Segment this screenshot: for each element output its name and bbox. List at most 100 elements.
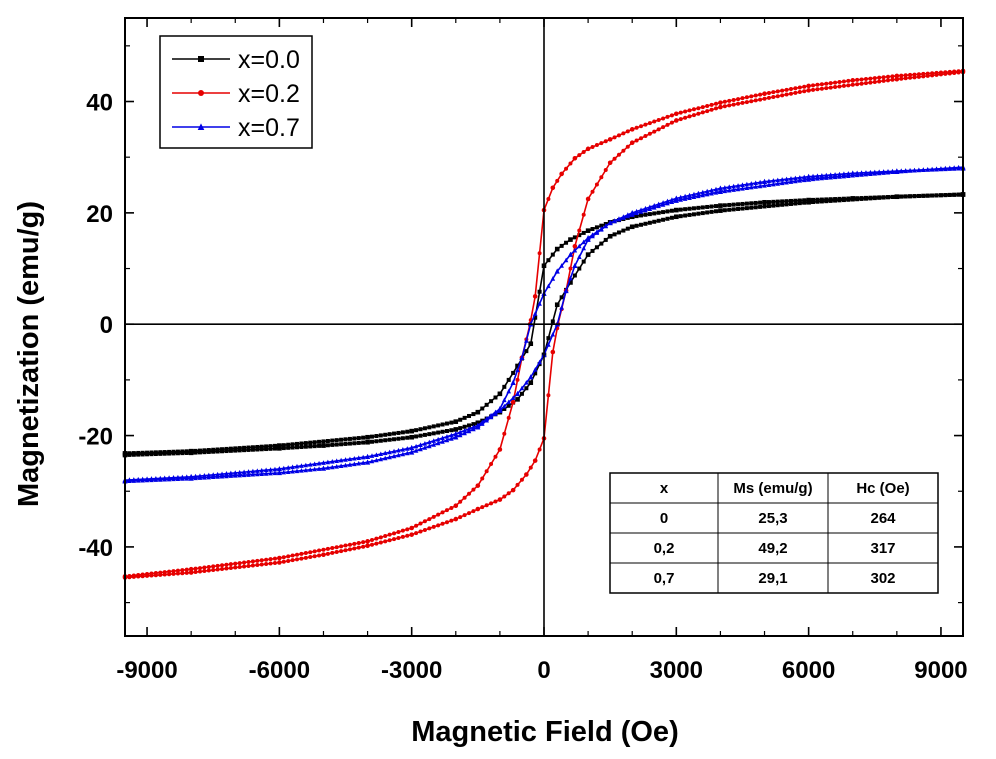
data-point — [524, 380, 529, 385]
data-point — [228, 562, 233, 567]
y-tick-label: 20 — [86, 201, 113, 228]
data-point — [414, 434, 419, 439]
data-point — [868, 80, 873, 85]
data-point — [250, 471, 256, 477]
data-point — [524, 338, 529, 343]
data-point — [625, 144, 630, 149]
data-point — [228, 448, 233, 453]
data-point — [334, 463, 340, 469]
data-point — [603, 237, 608, 242]
data-point — [683, 115, 688, 120]
data-point — [343, 462, 348, 468]
data-point — [268, 557, 273, 562]
data-point — [736, 206, 741, 211]
data-point — [334, 550, 339, 555]
data-point — [286, 558, 291, 563]
data-point — [744, 100, 749, 105]
data-point — [661, 210, 666, 215]
data-point — [749, 205, 754, 210]
data-point — [559, 295, 564, 300]
data-point — [184, 450, 189, 455]
data-point — [519, 385, 525, 391]
data-point — [259, 444, 264, 449]
inset-table: x Ms (emu/g) Hc (Oe) 0 25,3 264 0,2 49,2 317 0,7 2… — [609, 472, 939, 594]
data-point — [797, 90, 802, 95]
data-point — [908, 75, 913, 80]
data-point — [908, 194, 913, 199]
data-point — [334, 458, 340, 464]
data-point — [457, 429, 463, 435]
data-point — [859, 77, 864, 82]
data-point — [224, 446, 229, 451]
data-point — [220, 567, 225, 572]
data-point — [396, 536, 401, 541]
data-point — [806, 88, 811, 93]
data-point — [347, 436, 352, 441]
x-tick-label: -6000 — [249, 657, 310, 684]
data-point — [537, 289, 542, 294]
data-point — [272, 470, 278, 476]
data-point — [898, 168, 904, 174]
data-point — [890, 77, 895, 82]
data-point — [771, 181, 776, 187]
data-point — [422, 519, 427, 524]
data-point — [700, 105, 705, 110]
data-point — [422, 445, 428, 450]
data-point — [581, 230, 586, 235]
data-point — [938, 72, 943, 77]
data-point — [833, 80, 838, 85]
data-point — [886, 74, 891, 79]
data-point — [766, 95, 771, 100]
data-point — [788, 179, 794, 184]
data-point — [634, 125, 639, 130]
data-point — [687, 212, 692, 217]
data-point — [444, 434, 450, 439]
data-point — [784, 202, 789, 207]
data-point — [329, 464, 335, 470]
y-tick-label: -40 — [78, 535, 113, 562]
data-point — [387, 437, 392, 442]
data-point — [881, 78, 886, 83]
data-point — [647, 131, 652, 136]
data-point — [537, 359, 542, 365]
data-point — [823, 172, 829, 178]
data-point — [590, 144, 595, 149]
data-point — [717, 185, 724, 191]
data-point — [325, 438, 330, 443]
data-point — [762, 182, 767, 188]
data-point — [612, 135, 617, 140]
data-point — [616, 230, 621, 235]
data-point — [916, 74, 921, 79]
table-cell: 317 — [870, 540, 895, 557]
data-point — [669, 199, 675, 205]
data-point — [634, 138, 639, 143]
data-point — [409, 449, 415, 455]
data-point — [263, 467, 269, 473]
data-point — [656, 203, 661, 209]
data-point — [232, 470, 238, 475]
table-header-cell: Ms (emu/g) — [733, 480, 812, 497]
data-point — [400, 528, 405, 533]
data-point — [272, 443, 277, 448]
data-point — [343, 548, 348, 553]
table-header-cell: x — [660, 480, 669, 497]
x-tick-label: 3000 — [650, 657, 703, 684]
data-point — [784, 87, 789, 92]
data-point — [669, 120, 674, 125]
data-point — [736, 97, 741, 102]
data-point — [806, 199, 811, 205]
data-point — [224, 449, 229, 454]
data-point — [683, 109, 688, 114]
y-axis-title: Magnetization (emu/g) — [13, 201, 45, 507]
data-point — [193, 450, 198, 455]
data-point — [188, 450, 194, 456]
data-point — [440, 429, 445, 434]
data-point — [360, 454, 366, 460]
data-point — [259, 558, 264, 563]
data-point — [581, 149, 586, 154]
data-point — [801, 177, 807, 183]
data-point — [559, 263, 564, 268]
data-point — [934, 193, 939, 198]
data-point — [581, 212, 586, 217]
data-point — [727, 207, 732, 212]
